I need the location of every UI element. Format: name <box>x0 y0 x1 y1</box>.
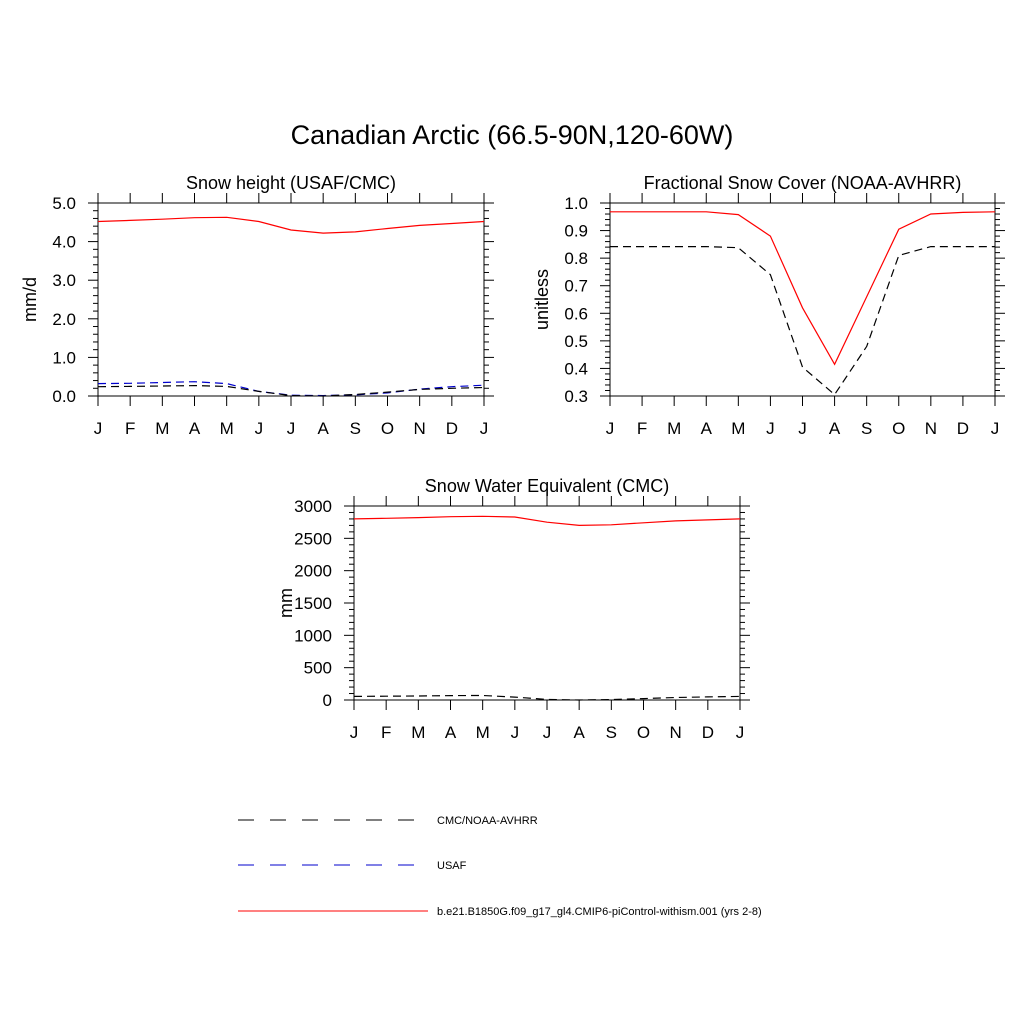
x-tick-label: M <box>411 723 425 742</box>
x-tick-label: J <box>543 723 552 742</box>
plot-frame <box>97 202 485 397</box>
panel-snow-cover: Fractional Snow Cover (NOAA-AVHRR)J F M A M J… <box>532 173 1005 438</box>
legend: CMC/NOAA-AVHRR USAF b.e21.B1850G.f09_g17… <box>238 815 762 918</box>
x-tick-label: O <box>892 419 905 438</box>
legend-item-model: b.e21.B1850G.f09_g17_gl4.CMIP6-piControl… <box>238 906 762 918</box>
x-tick-label: J <box>255 419 264 438</box>
x-tick-label: S <box>350 419 361 438</box>
x-tick-label: J <box>350 723 359 742</box>
y-tick-label: 2500 <box>294 529 332 548</box>
x-tick-label: F <box>381 723 391 742</box>
y-tick-label: 0.6 <box>564 304 588 323</box>
y-tick-label: 5.0 <box>52 194 76 213</box>
x-tick-label: J <box>511 723 520 742</box>
series-line-model <box>610 211 996 366</box>
panel-title: Snow Water Equivalent (CMC) <box>425 476 669 496</box>
x-tick-label: J <box>991 419 1000 438</box>
x-tick-label: D <box>446 419 458 438</box>
y-tick-label: 0 <box>323 691 332 710</box>
y-tick-label: 0.3 <box>564 387 588 406</box>
x-tick-label: F <box>637 419 647 438</box>
y-tick-label: 0.5 <box>564 332 588 351</box>
legend-item-obs: CMC/NOAA-AVHRR <box>238 815 538 827</box>
x-tick-label: M <box>155 419 169 438</box>
x-tick-label: J <box>736 723 745 742</box>
legend-item-usaf: USAF <box>238 860 467 872</box>
x-tick-label: M <box>476 723 490 742</box>
x-tick-label: S <box>861 419 872 438</box>
y-tick-label: 3.0 <box>52 271 76 290</box>
legend-label-model: b.e21.B1850G.f09_g17_gl4.CMIP6-piControl… <box>437 906 762 918</box>
x-tick-label: N <box>925 419 937 438</box>
y-tick-label: 500 <box>304 659 332 678</box>
plot-frame <box>353 505 741 701</box>
y-tick-label: 3000 <box>294 497 332 516</box>
panel-swe: Snow Water Equivalent (CMC)J F M A M J J A S O N D J… <box>276 476 750 742</box>
x-tick-label: J <box>766 419 775 438</box>
x-tick-label: J <box>287 419 296 438</box>
y-tick-label: 0.8 <box>564 249 588 268</box>
x-tick-label: D <box>957 419 969 438</box>
y-tick-label: 0.7 <box>564 277 588 296</box>
series-line-obs <box>610 246 995 396</box>
y-tick-label: 1.0 <box>564 194 588 213</box>
x-tick-label: A <box>701 419 713 438</box>
y-axis-label: mm/d <box>20 277 40 322</box>
x-tick-label: A <box>829 419 841 438</box>
x-tick-label: N <box>414 419 426 438</box>
series-line-model <box>353 515 741 527</box>
y-tick-label: 1.0 <box>52 348 76 367</box>
x-tick-label: M <box>220 419 234 438</box>
x-tick-label: A <box>189 419 201 438</box>
y-tick-label: 0.9 <box>564 222 588 241</box>
legend-label-usaf: USAF <box>437 860 467 872</box>
y-tick-label: 2000 <box>294 562 332 581</box>
x-tick-label: O <box>381 419 394 438</box>
x-tick-label: J <box>606 419 615 438</box>
x-tick-label: M <box>731 419 745 438</box>
x-tick-label: A <box>445 723 457 742</box>
x-tick-label: A <box>317 419 329 438</box>
x-tick-label: O <box>637 723 650 742</box>
x-tick-label: F <box>125 419 135 438</box>
x-tick-label: J <box>94 419 103 438</box>
x-tick-label: N <box>670 723 682 742</box>
x-tick-label: J <box>798 419 807 438</box>
y-axis-label: mm <box>276 588 296 618</box>
y-tick-label: 1000 <box>294 626 332 645</box>
x-tick-label: D <box>702 723 714 742</box>
x-tick-label: M <box>667 419 681 438</box>
y-tick-label: 4.0 <box>52 233 76 252</box>
panel-title: Fractional Snow Cover (NOAA-AVHRR) <box>644 173 962 193</box>
y-tick-label: 1500 <box>294 594 332 613</box>
y-tick-label: 2.0 <box>52 310 76 329</box>
x-tick-label: J <box>480 419 489 438</box>
legend-label-obs: CMC/NOAA-AVHRR <box>437 815 538 827</box>
series-line-model <box>97 216 485 234</box>
x-tick-label: S <box>606 723 617 742</box>
y-axis-label: unitless <box>532 269 552 330</box>
figure-title: Canadian Arctic (66.5-90N,120-60W) <box>290 120 734 150</box>
y-tick-label: 0.0 <box>52 387 76 406</box>
panel-snow-height: Snow height (USAF/CMC)J F M A M J J A S O N D J0.01.… <box>20 173 494 438</box>
panel-title: Snow height (USAF/CMC) <box>186 173 396 193</box>
series-line-obs <box>97 384 485 397</box>
x-tick-label: A <box>573 723 585 742</box>
y-tick-label: 0.4 <box>564 359 588 378</box>
